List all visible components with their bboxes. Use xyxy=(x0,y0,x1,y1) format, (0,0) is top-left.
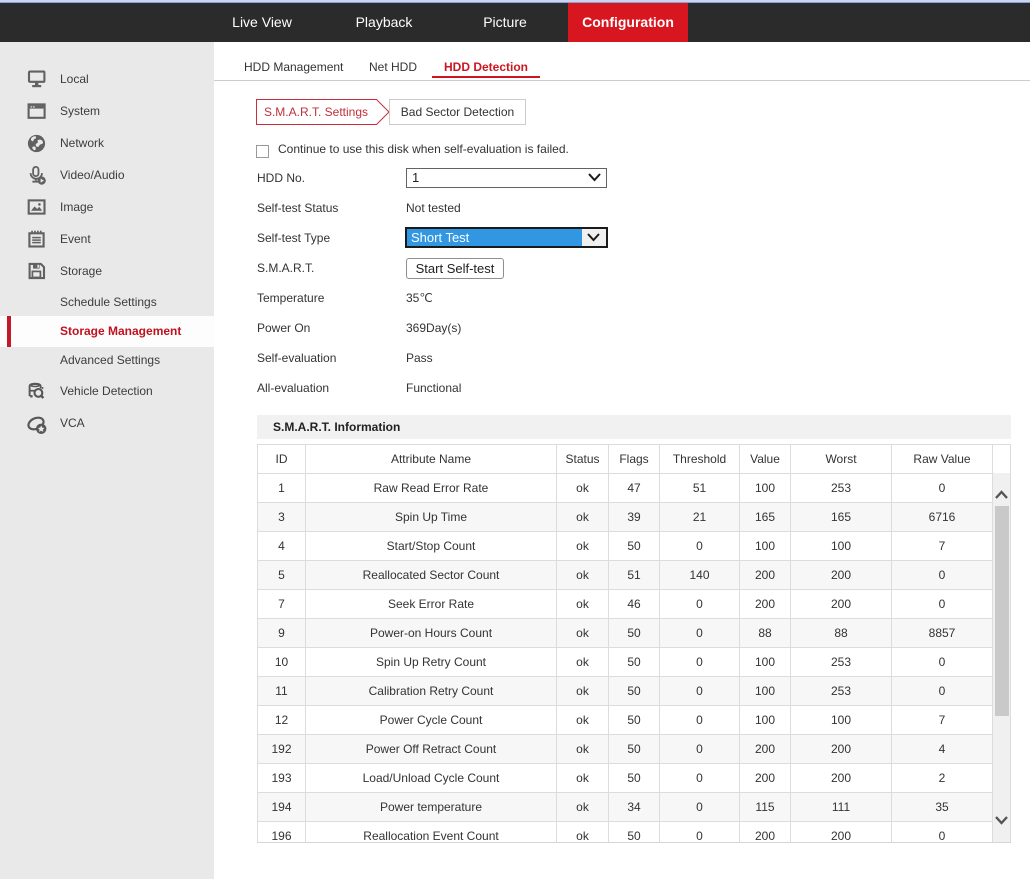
svg-text:S.M.A.R.T. Settings: S.M.A.R.T. Settings xyxy=(264,105,368,119)
